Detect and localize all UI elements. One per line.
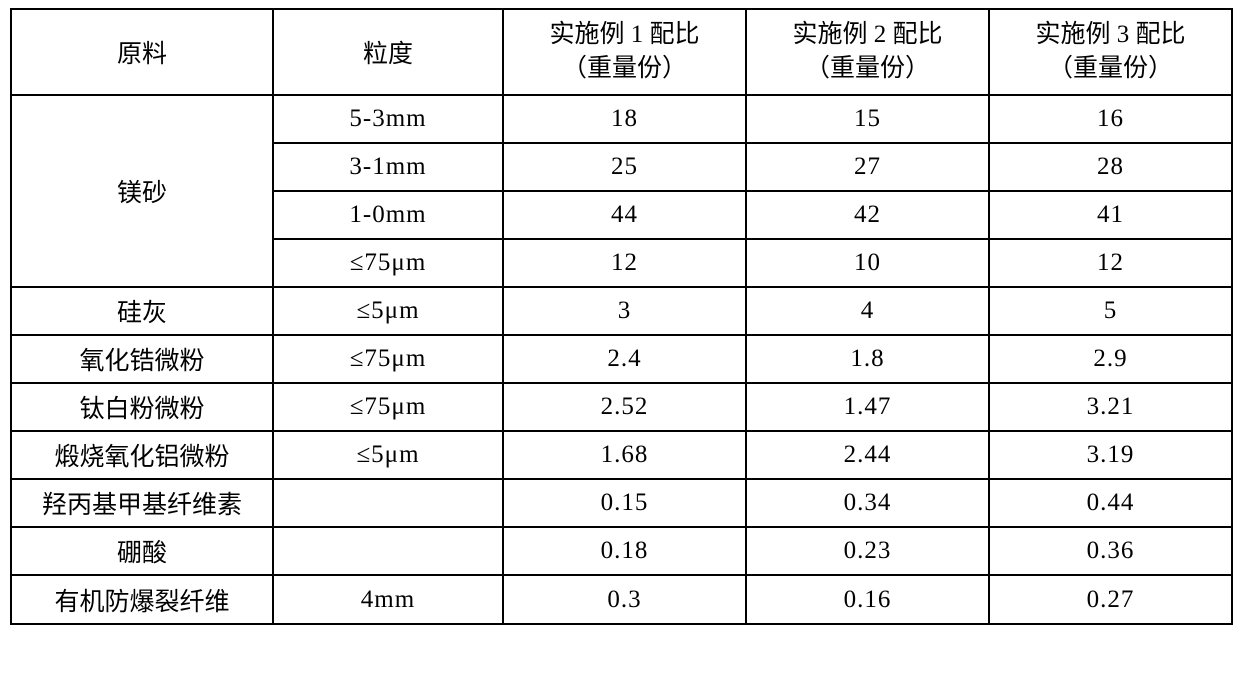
table-row: 羟丙基甲基纤维素 0.15 0.34 0.44 <box>11 479 1232 527</box>
cell-v3: 5 <box>989 287 1232 335</box>
cell-v3: 0.44 <box>989 479 1232 527</box>
cell-v3: 2.9 <box>989 335 1232 383</box>
cell-v2: 10 <box>746 239 989 287</box>
cell-size: ≤75μm <box>273 335 503 383</box>
cell-v1: 0.3 <box>503 575 746 624</box>
cell-size: ≤5μm <box>273 431 503 479</box>
cell-v1: 0.15 <box>503 479 746 527</box>
composition-table: 原料 粒度 实施例 1 配比 （重量份） 实施例 2 配比 （重量份） 实施例 … <box>10 8 1233 625</box>
table-row: 硼酸 0.18 0.23 0.36 <box>11 527 1232 575</box>
cell-v1: 0.18 <box>503 527 746 575</box>
cell-v2: 4 <box>746 287 989 335</box>
cell-v2: 27 <box>746 143 989 191</box>
cell-v2: 1.47 <box>746 383 989 431</box>
cell-v3: 0.36 <box>989 527 1232 575</box>
cell-size <box>273 479 503 527</box>
cell-v3: 16 <box>989 95 1232 143</box>
col-header-example-1-line1: 实施例 1 配比 <box>504 18 745 52</box>
cell-size: ≤5μm <box>273 287 503 335</box>
col-header-example-3: 实施例 3 配比 （重量份） <box>989 9 1232 95</box>
cell-v3: 3.21 <box>989 383 1232 431</box>
cell-size: 5-3mm <box>273 95 503 143</box>
table-header: 原料 粒度 实施例 1 配比 （重量份） 实施例 2 配比 （重量份） 实施例 … <box>11 9 1232 95</box>
header-row: 原料 粒度 实施例 1 配比 （重量份） 实施例 2 配比 （重量份） 实施例 … <box>11 9 1232 95</box>
table-body: 镁砂 5-3mm 18 15 16 3-1mm 25 27 28 1-0mm 4… <box>11 95 1232 624</box>
cell-material: 煅烧氧化铝微粉 <box>11 431 273 479</box>
col-header-example-2-line1: 实施例 2 配比 <box>747 18 988 52</box>
table-row: 有机防爆裂纤维 4mm 0.3 0.16 0.27 <box>11 575 1232 624</box>
cell-material: 钛白粉微粉 <box>11 383 273 431</box>
cell-size: ≤75μm <box>273 383 503 431</box>
cell-size: 1-0mm <box>273 191 503 239</box>
table-row: 钛白粉微粉 ≤75μm 2.52 1.47 3.21 <box>11 383 1232 431</box>
col-header-example-2: 实施例 2 配比 （重量份） <box>746 9 989 95</box>
cell-v1: 18 <box>503 95 746 143</box>
cell-material: 羟丙基甲基纤维素 <box>11 479 273 527</box>
cell-v1: 2.4 <box>503 335 746 383</box>
cell-v2: 1.8 <box>746 335 989 383</box>
cell-size: 3-1mm <box>273 143 503 191</box>
cell-v3: 3.19 <box>989 431 1232 479</box>
cell-v2: 0.16 <box>746 575 989 624</box>
col-header-material: 原料 <box>11 9 273 95</box>
cell-size <box>273 527 503 575</box>
col-header-particle-size: 粒度 <box>273 9 503 95</box>
cell-material: 氧化锆微粉 <box>11 335 273 383</box>
cell-v2: 42 <box>746 191 989 239</box>
cell-v3: 12 <box>989 239 1232 287</box>
cell-v1: 25 <box>503 143 746 191</box>
col-header-example-3-line1: 实施例 3 配比 <box>990 18 1231 52</box>
page-container: 原料 粒度 实施例 1 配比 （重量份） 实施例 2 配比 （重量份） 实施例 … <box>0 0 1239 682</box>
table-row: 煅烧氧化铝微粉 ≤5μm 1.68 2.44 3.19 <box>11 431 1232 479</box>
cell-size: 4mm <box>273 575 503 624</box>
col-header-example-2-line2: （重量份） <box>747 52 988 86</box>
col-header-example-1: 实施例 1 配比 （重量份） <box>503 9 746 95</box>
cell-v1: 3 <box>503 287 746 335</box>
col-header-example-1-line2: （重量份） <box>504 52 745 86</box>
cell-v1: 2.52 <box>503 383 746 431</box>
cell-v2: 2.44 <box>746 431 989 479</box>
cell-v3: 0.27 <box>989 575 1232 624</box>
cell-v2: 0.34 <box>746 479 989 527</box>
cell-v1: 1.68 <box>503 431 746 479</box>
cell-v3: 41 <box>989 191 1232 239</box>
cell-material-magnesia: 镁砂 <box>11 95 273 287</box>
cell-v2: 15 <box>746 95 989 143</box>
table-row: 氧化锆微粉 ≤75μm 2.4 1.8 2.9 <box>11 335 1232 383</box>
cell-v1: 44 <box>503 191 746 239</box>
cell-v3: 28 <box>989 143 1232 191</box>
cell-material: 有机防爆裂纤维 <box>11 575 273 624</box>
cell-material: 硼酸 <box>11 527 273 575</box>
cell-size: ≤75μm <box>273 239 503 287</box>
table-row: 硅灰 ≤5μm 3 4 5 <box>11 287 1232 335</box>
table-row: 镁砂 5-3mm 18 15 16 <box>11 95 1232 143</box>
cell-v2: 0.23 <box>746 527 989 575</box>
cell-v1: 12 <box>503 239 746 287</box>
col-header-example-3-line2: （重量份） <box>990 52 1231 86</box>
cell-material: 硅灰 <box>11 287 273 335</box>
